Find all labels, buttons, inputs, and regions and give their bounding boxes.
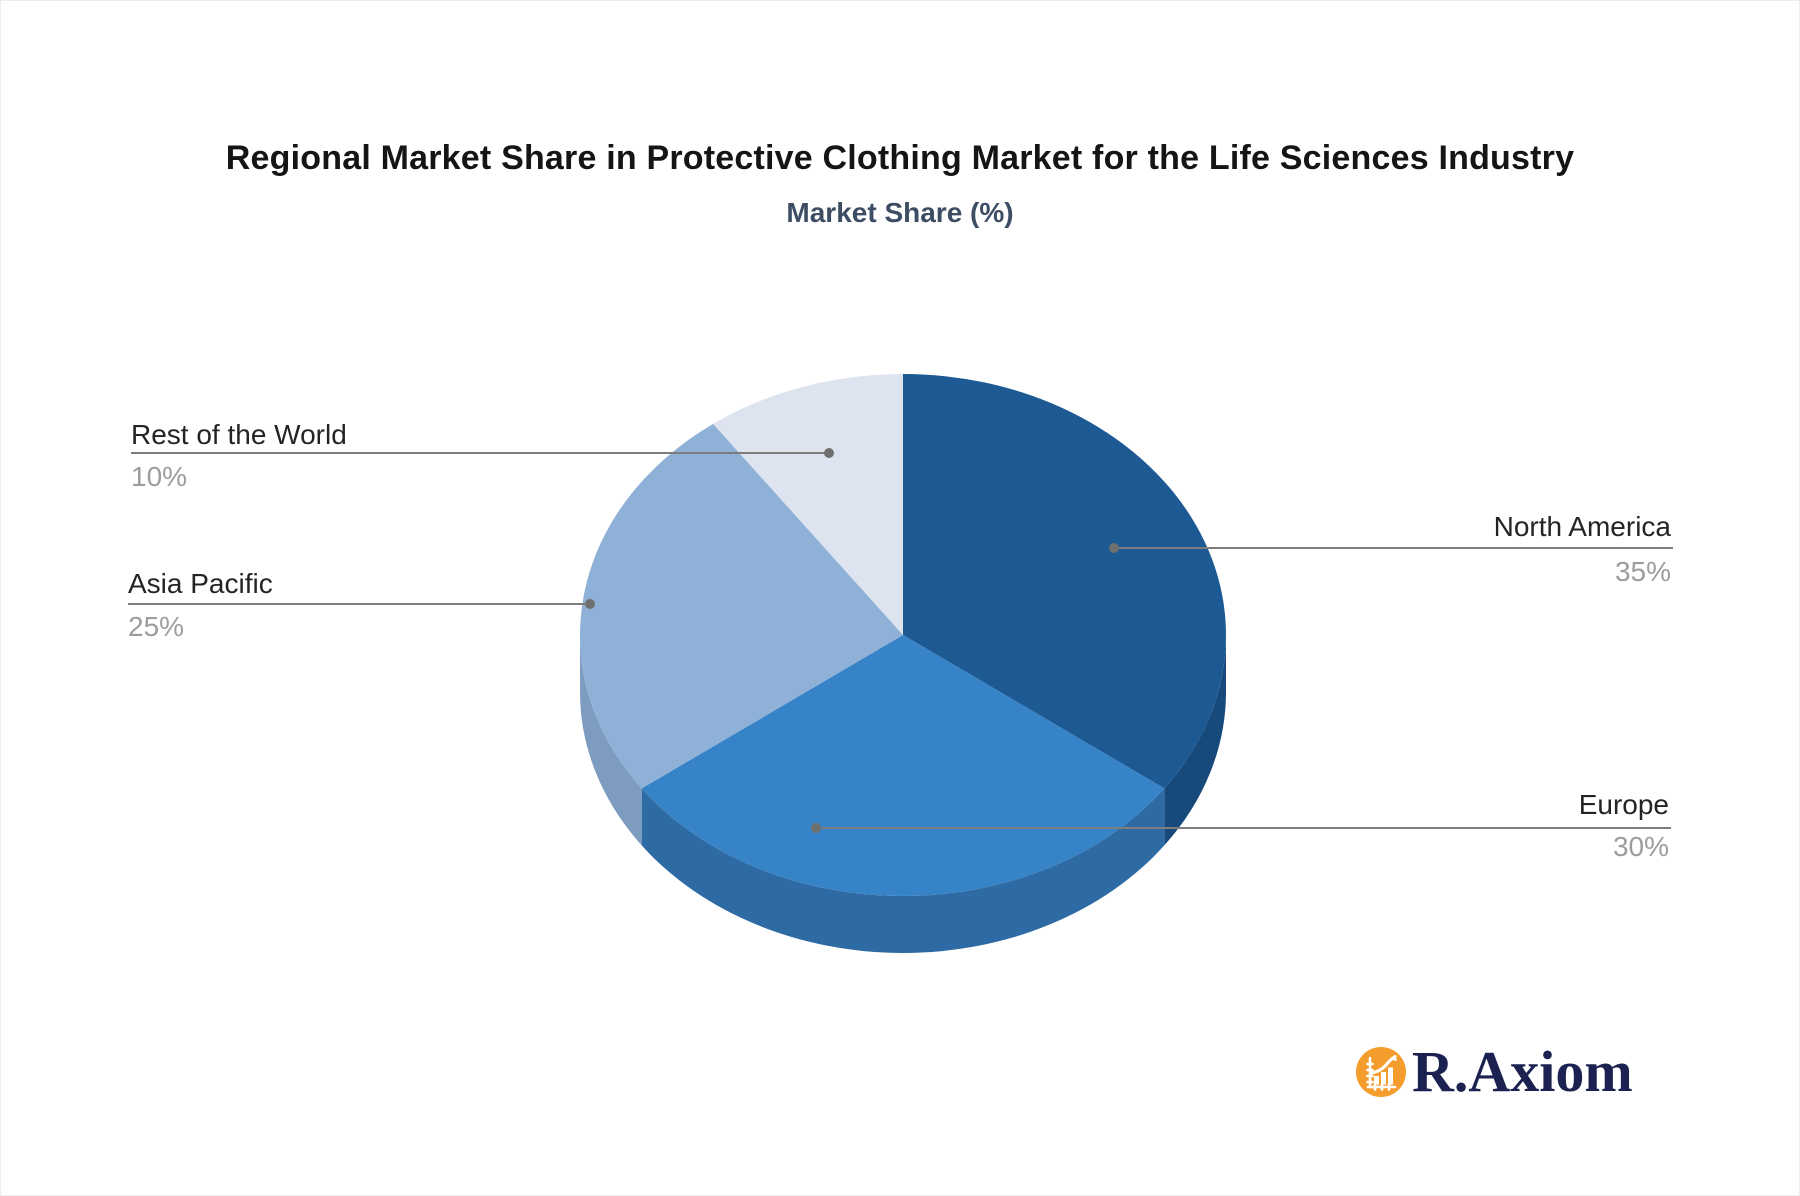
logo-text: R.Axiom <box>1412 1039 1633 1104</box>
pie-slice-europe <box>641 635 1165 897</box>
leader-dot-asia-pacific <box>585 599 595 609</box>
pie-slice-rest-of-the-world <box>713 374 903 635</box>
slice-label-asia-pacific: Asia Pacific <box>128 568 273 599</box>
slice-pct-asia-pacific: 25% <box>128 611 185 642</box>
pie-side-north-america <box>1164 635 1226 846</box>
slice-pct-rest-of-the-world: 10% <box>131 461 188 492</box>
pie-slice-north-america <box>903 374 1226 789</box>
slice-pct-north-america: 35% <box>1614 556 1671 587</box>
slice-pct-europe: 30% <box>1612 831 1669 862</box>
chart-subtitle: Market Share (%) <box>786 197 1014 228</box>
slice-label-north-america: North America <box>1493 511 1671 542</box>
chart-title: Regional Market Share in Protective Clot… <box>225 139 1575 177</box>
pie-side-europe <box>641 788 1165 953</box>
pie-slice-asia-pacific <box>580 423 903 789</box>
brand-logo: R.Axiom <box>1355 1043 1633 1101</box>
leader-dot-north-america <box>1109 543 1119 553</box>
slice-label-rest-of-the-world: Rest of the World <box>131 419 347 450</box>
bar-chart-growth-icon <box>1356 1047 1406 1097</box>
leader-dot-rest-of-the-world <box>824 448 834 458</box>
slice-label-europe: Europe <box>1578 789 1669 820</box>
leader-dot-europe <box>811 823 821 833</box>
pie-side-asia-pacific <box>580 635 642 846</box>
